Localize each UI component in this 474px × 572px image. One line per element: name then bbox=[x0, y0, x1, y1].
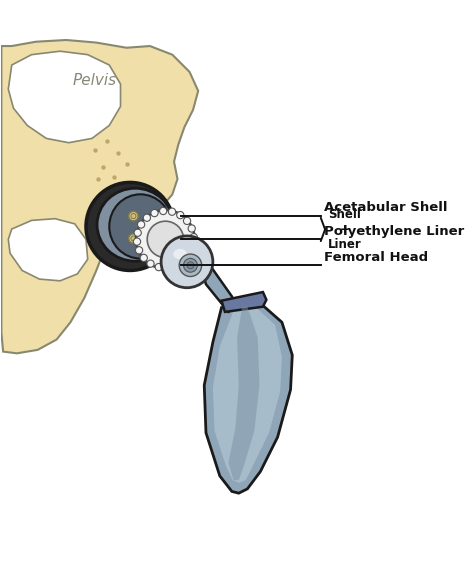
Circle shape bbox=[133, 238, 141, 245]
Text: Polyethylene Liner: Polyethylene Liner bbox=[324, 225, 465, 237]
Circle shape bbox=[129, 211, 138, 221]
Polygon shape bbox=[202, 267, 237, 312]
Text: Shell
+
Liner: Shell + Liner bbox=[328, 208, 362, 251]
Circle shape bbox=[137, 221, 145, 228]
Polygon shape bbox=[8, 51, 120, 142]
Circle shape bbox=[151, 209, 158, 217]
Ellipse shape bbox=[173, 249, 187, 259]
Polygon shape bbox=[204, 303, 292, 493]
Circle shape bbox=[136, 247, 143, 254]
Circle shape bbox=[177, 212, 184, 219]
Polygon shape bbox=[1, 40, 198, 353]
Ellipse shape bbox=[109, 194, 172, 259]
Polygon shape bbox=[221, 292, 266, 312]
Circle shape bbox=[155, 264, 163, 271]
Circle shape bbox=[161, 236, 213, 288]
Circle shape bbox=[147, 260, 154, 267]
Circle shape bbox=[168, 208, 176, 215]
Text: Acetabular Shell: Acetabular Shell bbox=[324, 201, 448, 214]
Circle shape bbox=[143, 214, 151, 221]
Circle shape bbox=[183, 217, 191, 225]
Circle shape bbox=[147, 221, 183, 257]
Circle shape bbox=[131, 236, 136, 241]
Circle shape bbox=[183, 259, 197, 272]
Circle shape bbox=[134, 229, 141, 236]
Circle shape bbox=[86, 182, 174, 271]
Text: Femoral Head: Femoral Head bbox=[324, 251, 428, 264]
Circle shape bbox=[136, 210, 195, 269]
Circle shape bbox=[137, 224, 147, 233]
Circle shape bbox=[139, 225, 145, 231]
Circle shape bbox=[190, 243, 197, 249]
Circle shape bbox=[164, 264, 171, 271]
Circle shape bbox=[129, 234, 138, 243]
Text: Pelvis: Pelvis bbox=[73, 73, 117, 88]
Circle shape bbox=[188, 225, 195, 232]
Circle shape bbox=[190, 233, 197, 241]
Circle shape bbox=[140, 255, 147, 261]
Circle shape bbox=[180, 257, 188, 265]
Polygon shape bbox=[228, 307, 259, 480]
Polygon shape bbox=[213, 306, 282, 483]
Circle shape bbox=[131, 213, 136, 219]
Circle shape bbox=[186, 251, 193, 258]
Circle shape bbox=[173, 262, 180, 269]
Ellipse shape bbox=[97, 188, 173, 261]
Circle shape bbox=[160, 208, 167, 214]
Circle shape bbox=[179, 254, 201, 276]
Polygon shape bbox=[8, 219, 88, 281]
Circle shape bbox=[187, 262, 194, 269]
